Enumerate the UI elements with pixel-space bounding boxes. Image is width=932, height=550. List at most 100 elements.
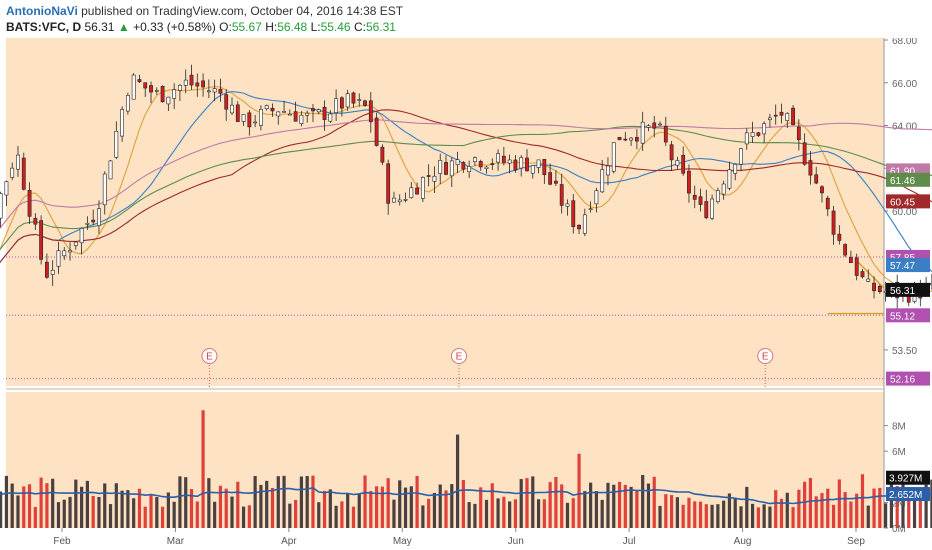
candle-up xyxy=(73,241,78,246)
candlestick-chart[interactable]: 68.0066.0064.0062.0060.0053.50FebMarAprM… xyxy=(0,38,932,550)
volume-bar-down xyxy=(872,488,876,528)
candle-up xyxy=(154,90,159,92)
candle-up xyxy=(334,98,339,113)
candle-up xyxy=(97,208,101,226)
volume-bar-up xyxy=(438,484,442,528)
volume-bar-up xyxy=(519,479,523,528)
volume-bar-down xyxy=(363,475,367,528)
candle-down xyxy=(39,220,44,260)
volume-bar-up xyxy=(658,505,662,528)
volume-bar-up xyxy=(85,480,89,528)
candle-down xyxy=(820,186,824,194)
volume-bar-up xyxy=(68,496,72,528)
candle-up xyxy=(299,114,304,124)
candle-down xyxy=(224,94,229,110)
earnings-marker-label: E xyxy=(456,352,463,363)
volume-bar-up xyxy=(496,498,500,528)
high-label: H: xyxy=(265,20,278,34)
volume-bar-down xyxy=(831,504,836,528)
candle-down xyxy=(33,217,38,225)
candle-up xyxy=(131,74,136,100)
volume-bar-down xyxy=(855,493,859,528)
volume-bar-up xyxy=(97,496,101,528)
volume-bar-down xyxy=(91,495,95,528)
price-tick-label: 53.50 xyxy=(892,346,917,357)
volume-bar-up xyxy=(508,501,512,528)
volume-bar-down xyxy=(635,489,639,528)
chart-header: AntonioNaVi published on TradingView.com… xyxy=(0,0,932,38)
candle-up xyxy=(403,199,408,201)
candle-up xyxy=(68,250,72,253)
volume-bar-down xyxy=(351,506,356,528)
candle-up xyxy=(125,95,130,112)
candle-down xyxy=(860,271,865,278)
candle-up xyxy=(183,79,188,86)
volume-bar-up xyxy=(317,502,321,528)
earnings-marker-label: E xyxy=(762,352,769,363)
volume-label-text: 2.652M xyxy=(889,490,922,501)
candle-down xyxy=(756,132,761,136)
candle-down xyxy=(669,144,674,161)
price-tick-label: 64.00 xyxy=(892,122,917,133)
volume-bar-down xyxy=(698,501,703,528)
candle-up xyxy=(282,110,286,113)
volume-bar-down xyxy=(490,483,494,528)
volume-bar-down xyxy=(577,453,581,528)
candle-up xyxy=(4,181,9,196)
volume-bar-up xyxy=(259,484,263,528)
volume-bar-up xyxy=(727,493,732,528)
price-label-tag xyxy=(886,172,930,187)
volume-bar-down xyxy=(39,477,43,528)
candle-down xyxy=(704,201,709,219)
candle-down xyxy=(247,112,252,128)
volume-bar-up xyxy=(409,486,413,528)
candle-up xyxy=(230,104,234,114)
candle-up xyxy=(744,132,749,145)
candle-down xyxy=(831,210,836,235)
volume-bar-up xyxy=(629,486,633,528)
volume-bar-up xyxy=(565,502,570,528)
candle-down xyxy=(577,224,581,230)
candle-down xyxy=(490,163,495,165)
volume-bar-up xyxy=(62,499,66,528)
candle-up xyxy=(733,164,738,174)
candle-down xyxy=(802,142,807,165)
volume-bar-down xyxy=(311,475,315,528)
candle-down xyxy=(791,107,795,125)
candle-up xyxy=(675,160,680,166)
volume-bar-down xyxy=(756,507,760,528)
symbol-label[interactable]: BATS:VFC, D xyxy=(6,20,82,34)
candle-down xyxy=(652,122,657,129)
candle-up xyxy=(120,109,124,137)
volume-bar-down xyxy=(224,488,228,528)
price-label-tag xyxy=(886,258,930,273)
candle-up xyxy=(710,198,714,219)
candle-up xyxy=(206,90,211,93)
candle-down xyxy=(91,219,96,223)
volume-bar-down xyxy=(820,493,824,528)
volume-bar-up xyxy=(768,506,772,528)
candle-up xyxy=(750,132,755,137)
candle-down xyxy=(837,233,842,241)
volume-bar-up xyxy=(930,479,932,528)
volume-bar-down xyxy=(814,496,818,528)
price-label-text: 57.47 xyxy=(890,261,915,272)
volume-bar-up xyxy=(531,476,535,528)
volume-bar-up xyxy=(641,475,645,528)
close-value: 56.31 xyxy=(365,20,396,34)
price-label-text: 61.90 xyxy=(890,166,915,177)
candle-up xyxy=(507,159,512,164)
candle-down xyxy=(21,157,26,190)
volume-bar-down xyxy=(571,498,575,528)
price-change: +0.33 (+0.58%) xyxy=(133,20,216,34)
volume-bar-up xyxy=(646,483,651,528)
volume-bar-down xyxy=(687,497,691,528)
volume-bar-up xyxy=(120,490,124,528)
author-link[interactable]: AntonioNaVi xyxy=(6,4,78,18)
candle-down xyxy=(322,106,327,120)
volume-bar-down xyxy=(681,504,685,528)
candle-down xyxy=(698,196,703,205)
candle-up xyxy=(259,109,263,126)
volume-bar-down xyxy=(849,501,853,528)
volume-bar-down xyxy=(895,486,899,528)
